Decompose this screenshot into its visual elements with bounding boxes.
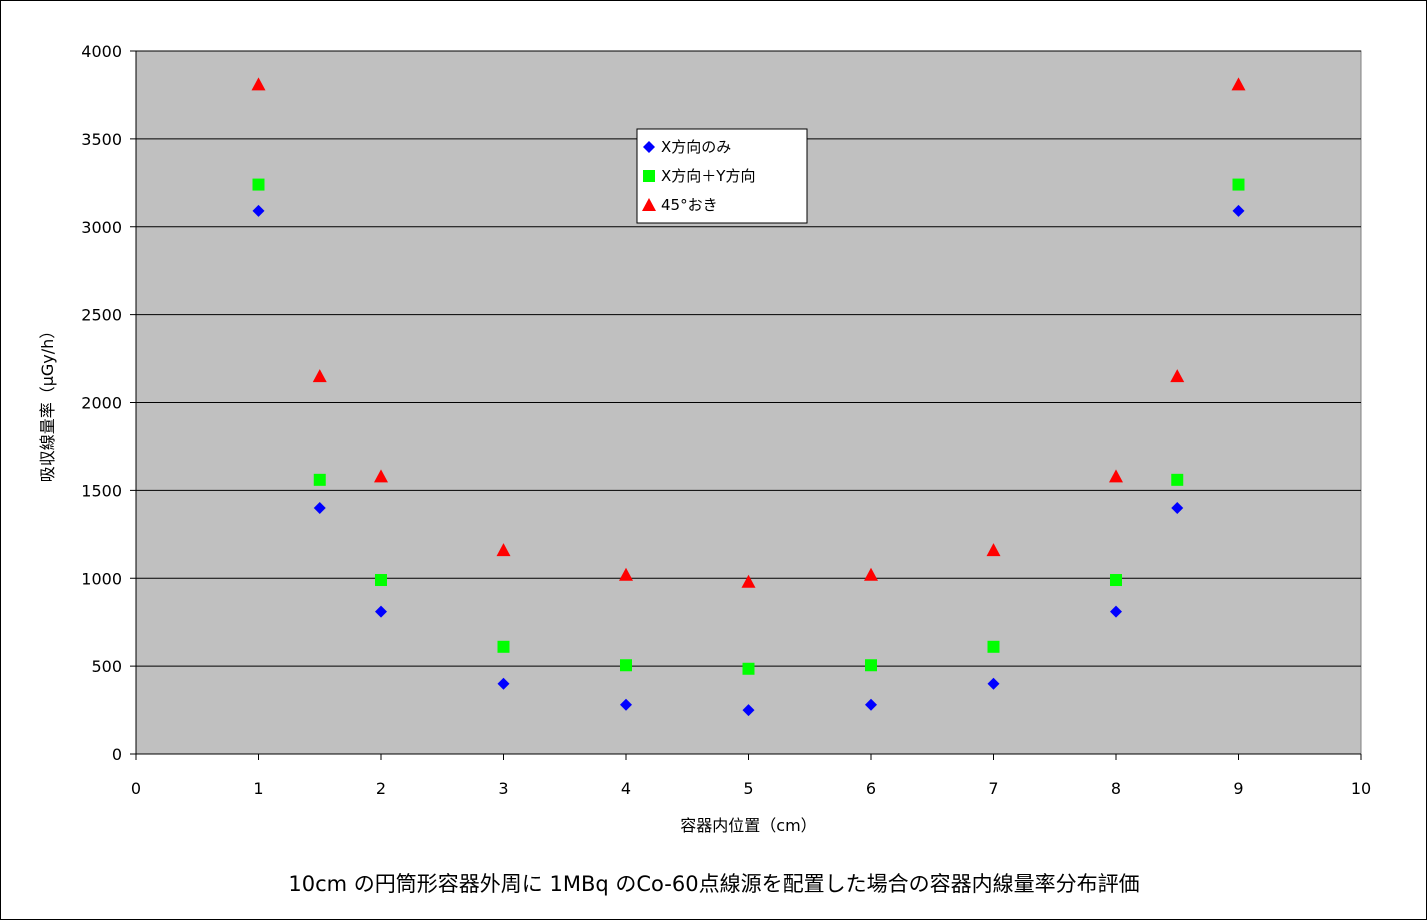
y-axis-title: 吸収線量率（μGy/h） (38, 323, 57, 483)
data-point (252, 204, 265, 217)
data-point (619, 567, 633, 581)
x-tick-label: 9 (1233, 779, 1243, 798)
series-3 (251, 77, 1246, 588)
data-point (865, 659, 877, 672)
data-point (1170, 369, 1185, 383)
data-point (865, 698, 877, 711)
legend-label: X方向＋Y方向 (661, 167, 755, 185)
data-point (496, 543, 511, 557)
data-point (1232, 204, 1245, 217)
x-tick-label: 7 (988, 779, 998, 798)
data-point (986, 543, 1001, 557)
legend-label: X方向のみ (661, 138, 731, 156)
x-tick-label: 10 (1351, 779, 1371, 798)
chart-caption: 10cm の円筒形容器外周に 1MBq のCo-60点線源を配置した場合の容器内… (288, 872, 1139, 896)
data-point (987, 677, 1000, 690)
data-point (252, 178, 265, 191)
y-tick-label: 4000 (81, 42, 122, 61)
legend: X方向のみ X方向＋Y方向 45°おき (636, 128, 808, 224)
x-tick-label: 6 (866, 779, 876, 798)
legend-entry: X方向のみ (643, 138, 731, 156)
x-tick-label: 1 (253, 779, 263, 798)
x-tick-label: 0 (131, 779, 141, 798)
legend-label: 45°おき (661, 196, 718, 214)
x-tick-label: 3 (498, 779, 508, 798)
data-point (374, 469, 388, 483)
data-point (1171, 473, 1184, 486)
data-point (1109, 469, 1123, 483)
x-axis-title: 容器内位置（cm） (680, 816, 816, 835)
data-point (313, 473, 326, 486)
data-point (312, 369, 327, 383)
y-tick-label: 500 (91, 657, 122, 676)
y-tick-label: 2000 (81, 394, 122, 413)
data-point (1231, 77, 1246, 91)
legend-entries: X方向のみ X方向＋Y方向 45°おき (642, 138, 755, 214)
data-point (1110, 574, 1122, 587)
x-tick-label: 8 (1111, 779, 1121, 798)
data-point (620, 659, 632, 672)
data-point (620, 698, 632, 711)
y-tick-label: 3500 (81, 130, 122, 149)
data-point (1232, 178, 1245, 191)
data-point (741, 574, 756, 588)
x-tick-label: 2 (376, 779, 386, 798)
data-point (375, 574, 387, 587)
y-tick-label: 1000 (81, 569, 122, 588)
legend-marker (643, 170, 655, 182)
legend-marker (643, 141, 655, 153)
data-point (1171, 501, 1184, 514)
data-point (742, 662, 755, 675)
tick-labels: 0 500 1000 1500 2000 2500 3000 3500 4000 0 1 2 3 4 5 6 7… (81, 42, 1371, 798)
data-point (742, 704, 755, 717)
data-point (375, 605, 387, 618)
data-point (987, 640, 1000, 653)
data-point (497, 640, 510, 653)
series-2 (252, 178, 1245, 675)
data-points (251, 77, 1246, 717)
data-point (313, 501, 326, 514)
x-tick-label: 5 (743, 779, 753, 798)
data-point (1110, 605, 1122, 618)
y-tick-label: 3000 (81, 218, 122, 237)
data-point (251, 77, 266, 91)
data-point (864, 567, 878, 581)
legend-box (636, 128, 808, 224)
legend-entry: 45°おき (642, 196, 718, 214)
y-tick-label: 2500 (81, 306, 122, 325)
y-tick-label: 1500 (81, 481, 122, 500)
x-tick-label: 4 (621, 779, 631, 798)
legend-marker (642, 198, 656, 211)
y-tick-label: 0 (112, 745, 122, 764)
series-1 (252, 204, 1245, 717)
legend-entry: X方向＋Y方向 (643, 167, 755, 185)
data-point (497, 677, 510, 690)
